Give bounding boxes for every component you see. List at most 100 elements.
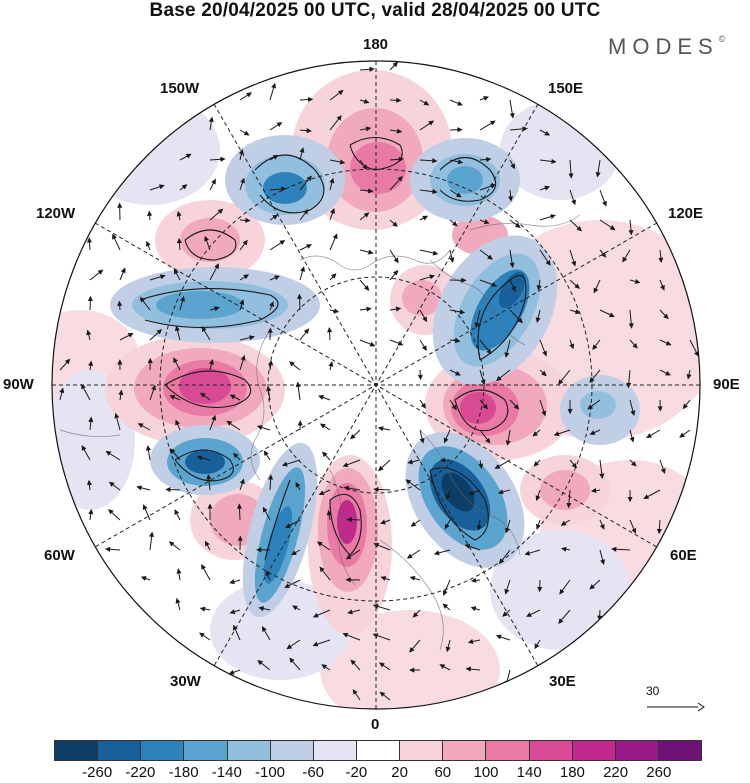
wind-arrow-head: [363, 285, 370, 291]
colorbar-swatch: [615, 741, 659, 760]
wind-arrow-head: [181, 184, 188, 190]
wind-arrow-head: [508, 196, 514, 202]
wind-arrow-head: [297, 293, 303, 299]
wind-arrow-head: [467, 638, 474, 644]
wind-arrow-head: [368, 249, 374, 255]
wind-arrow-head: [120, 267, 126, 274]
colorbar-tick-label: -140: [211, 764, 242, 781]
wind-arrow-head: [417, 374, 423, 381]
wind-arrow-head: [420, 403, 426, 409]
modes-logo: MODES©: [608, 34, 725, 60]
wind-arrow-head: [378, 465, 384, 472]
wind-arrow-head: [428, 120, 435, 126]
wind-arrow-head: [87, 295, 93, 302]
wind-arrow-head: [630, 410, 636, 416]
map-title: Base 20/04/2025 00 UTC, valid 28/04/2025…: [149, 0, 601, 21]
wind-arrow-head: [117, 202, 123, 208]
wind-arrow-head: [439, 664, 446, 670]
wind-arrow-head: [274, 275, 280, 281]
wind-arrow-head: [433, 550, 440, 556]
wind-arrow-head: [511, 286, 516, 292]
wind-arrow-head: [306, 128, 312, 134]
wind-arrow-head: [682, 403, 689, 410]
colorbar-swatch: [400, 741, 444, 760]
wind-arrow-head: [535, 495, 541, 502]
wind-arrow-head: [470, 577, 477, 583]
wind-arrow-head: [432, 158, 438, 164]
wind-arrow-head: [593, 287, 599, 294]
wind-arrow-head: [592, 344, 598, 351]
wind-arrow-head: [656, 528, 662, 535]
wind-arrow-head: [175, 597, 181, 604]
wind-arrow-head: [297, 420, 303, 426]
colorbar-swatch: [356, 741, 401, 760]
wind-arrow-head: [176, 210, 182, 217]
lon-label-90w: 90W: [3, 376, 34, 393]
colorbar-ticks: -260 -220 -180 -140 -100 -60 -20 20 60 100 140 180 2…: [0, 764, 750, 782]
wind-arrow-head: [196, 455, 203, 461]
wind-arrow-head: [412, 612, 419, 618]
wind-arrow-head: [257, 660, 263, 666]
wind-arrow-head: [631, 528, 637, 534]
wind-arrow-head: [634, 278, 641, 284]
map-boundary: [51, 60, 701, 710]
wind-arrow-head: [165, 487, 171, 493]
wind-arrow-head: [490, 183, 497, 189]
wind-arrow-head: [470, 606, 477, 612]
wind-arrow-head: [464, 544, 471, 549]
wind-arrow-head: [665, 340, 672, 346]
colorbar-tick-label: 100: [473, 764, 499, 781]
colorbar-tick-label: -20: [345, 764, 368, 781]
wind-arrow-head: [576, 225, 583, 232]
anomaly-field: [52, 61, 700, 709]
wind-arrow-head: [318, 395, 324, 400]
wind-arrow-head: [409, 575, 416, 581]
wind-arrow-head: [491, 282, 498, 287]
wind-arrow-head: [369, 66, 375, 72]
wind-arrow-head: [239, 478, 245, 485]
wind-arrow-head: [262, 506, 268, 513]
wind-arrow-head: [300, 266, 306, 272]
wind-arrow-head: [476, 525, 482, 531]
wind-arrow-head: [173, 268, 179, 275]
negative-anomaly-southwest: [150, 425, 260, 495]
wind-arrow-head: [256, 425, 263, 431]
polar-map: [51, 60, 701, 710]
wind-arrow-head: [482, 403, 489, 410]
wind-arrow-head: [337, 89, 344, 96]
wind-arrow-head: [627, 496, 633, 503]
brand-mark: ©: [718, 34, 726, 44]
wind-arrow-head: [560, 546, 567, 552]
wind-arrow-head: [504, 527, 510, 534]
wind-arrow-head: [566, 502, 572, 509]
wind-arrow-head: [272, 214, 279, 220]
wind-arrow-head: [517, 317, 523, 324]
wind-arrow-head: [145, 445, 151, 451]
wind-arrow-head: [457, 100, 463, 106]
wind-arrow-head: [590, 488, 597, 494]
wind-arrow-head: [558, 379, 564, 385]
wind-arrow-head: [407, 459, 413, 465]
wind-arrow-head: [342, 462, 349, 468]
wind-arrow-head: [303, 328, 310, 334]
wind-arrow-head: [256, 547, 262, 553]
wind-arrow-head: [509, 262, 515, 269]
wind-arrow-head: [365, 126, 372, 132]
wind-arrow-head: [136, 485, 142, 491]
wind-arrow-head: [395, 306, 402, 312]
lon-label-90e: 90E: [713, 376, 740, 393]
wind-arrow-head: [214, 306, 220, 312]
wind-arrow-head: [553, 431, 560, 437]
wind-arrow-head: [299, 147, 305, 153]
colorbar-swatch: [486, 741, 530, 760]
wind-arrow-head: [204, 235, 209, 242]
wind-arrow-head: [550, 214, 557, 219]
wind-arrow-head: [330, 208, 335, 214]
wind-arrow-head: [118, 389, 124, 396]
wind-arrow-head: [439, 457, 446, 463]
wind-arrow-head: [88, 508, 94, 515]
colorbar-tick-label: -60: [302, 764, 325, 781]
brand-text: MODES: [608, 34, 719, 59]
wind-arrow-head: [159, 274, 166, 280]
wind-arrow-head: [284, 523, 291, 529]
